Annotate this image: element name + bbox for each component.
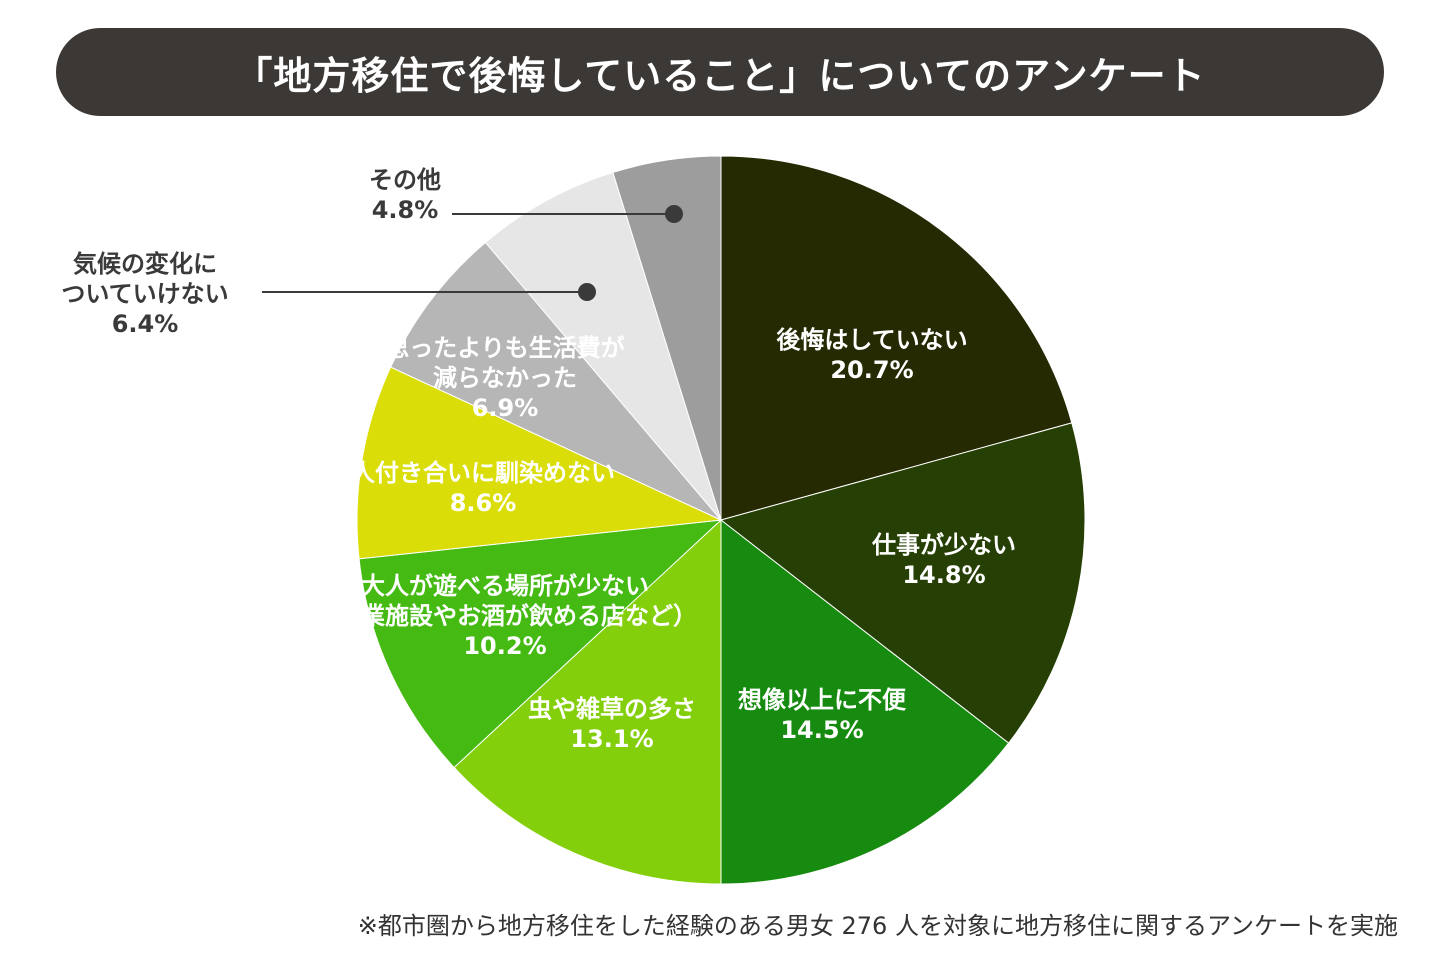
- slice-label-4: 大人が遊べる場所が少ない（商業施設やお酒が飲める店など） 10.2%: [313, 572, 697, 660]
- leader-dot-7: [578, 283, 596, 301]
- pie-slice-0: [720, 155, 1073, 521]
- slice-label-6: 思ったよりも生活費が減らなかった 6.9%: [385, 334, 625, 422]
- slice-label-0: 後悔はしていない 20.7%: [776, 326, 967, 384]
- slice-label-5: 人付き合いに馴染めない 8.6%: [351, 459, 615, 517]
- slice-label-3: 虫や雑草の多さ 13.1%: [528, 695, 696, 753]
- pie-slice-8: [612, 155, 722, 521]
- chart-title-bar: 「地方移住で後悔していること」についてのアンケート: [56, 28, 1384, 116]
- leader-dot-8: [665, 205, 683, 223]
- slice-label-7: 気候の変化についていけない 6.4%: [61, 250, 228, 338]
- survey-footnote: ※都市圏から地方移住をした経験のある男女 276 人を対象に地方移住に関するアン…: [357, 912, 1398, 940]
- pie-slice-1: [719, 422, 1086, 744]
- pie-slice-6: [390, 241, 722, 521]
- pie-slice-7: [484, 171, 722, 521]
- pie-slice-2: [720, 518, 1010, 885]
- chart-title: 「地方移住で後悔していること」についてのアンケート: [234, 53, 1206, 98]
- slice-label-8: その他 4.8%: [369, 166, 441, 224]
- pie-slice-5: [356, 366, 723, 560]
- pie-slice-4: [358, 519, 723, 769]
- slice-label-1: 仕事が少ない 14.8%: [871, 531, 1016, 589]
- pie-slice-3: [453, 518, 722, 885]
- slice-label-2: 想像以上に不便 14.5%: [738, 686, 907, 744]
